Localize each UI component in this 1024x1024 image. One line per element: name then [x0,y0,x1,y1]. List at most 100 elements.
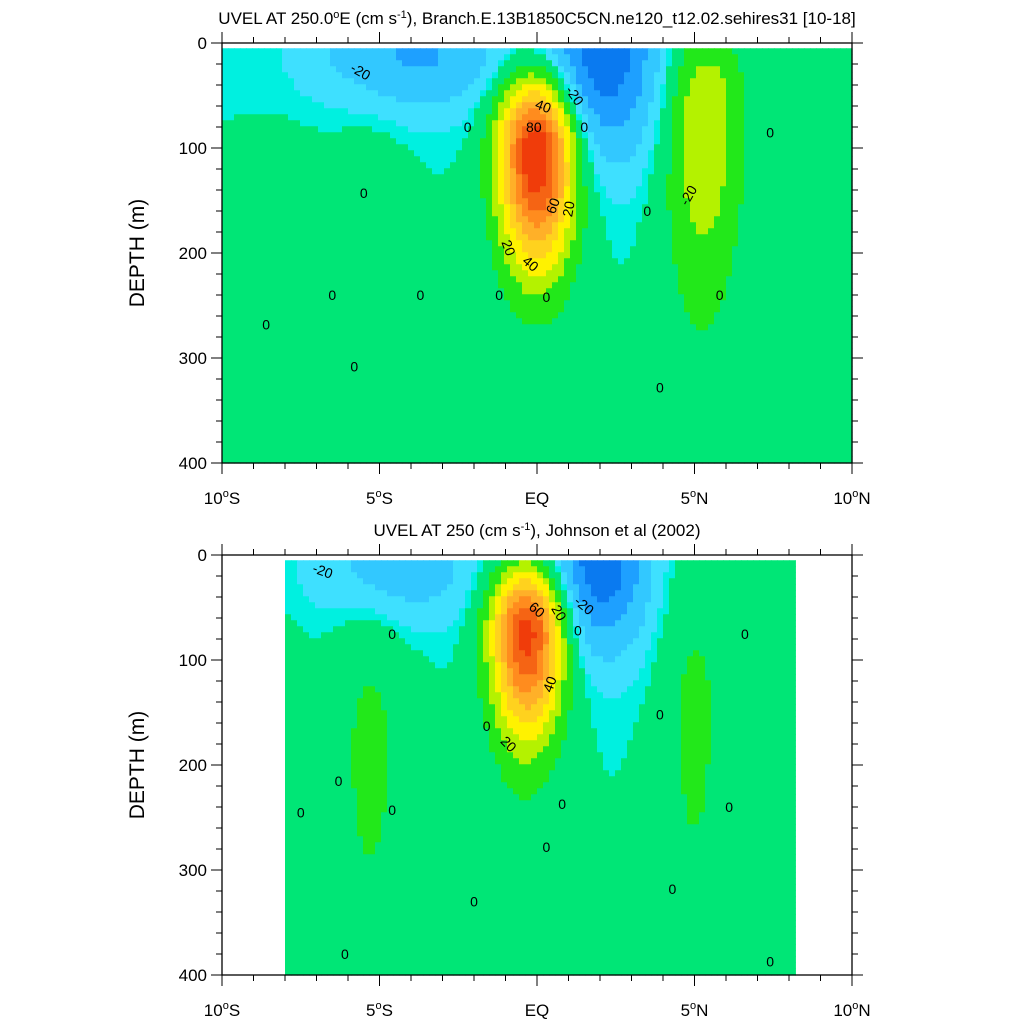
contour-cell [300,354,307,361]
contour-cell [324,144,331,151]
contour-cell [510,120,517,127]
contour-cell [582,432,589,439]
contour-cell [444,156,451,163]
contour-cell [318,90,325,97]
contour-cell [438,456,445,463]
contour-cell [438,450,445,457]
contour-cell [288,144,295,151]
contour-cell [306,372,313,379]
contour-cell [450,444,457,451]
contour-cell [306,174,313,181]
contour-cell [432,354,439,361]
contour-cell [510,294,517,301]
contour-cell [354,90,361,97]
contour-cell [636,162,643,169]
contour-cell [240,252,247,259]
contour-cell [366,318,373,325]
contour-cell [558,306,565,313]
contour-cell [378,336,385,343]
contour-cell [366,444,373,451]
contour-cell [264,246,271,253]
contour-cell [534,456,541,463]
contour-cell [240,426,247,433]
contour-cell [246,432,253,439]
contour-cell [546,258,553,265]
contour-cell [618,408,625,415]
contour-cell [570,258,577,265]
contour-cell [516,276,523,283]
contour-cell [450,156,457,163]
contour-cell [450,300,457,307]
contour-cell [576,396,583,403]
contour-cell [366,450,373,457]
contour-cell [312,432,319,439]
contour-cell [564,396,571,403]
contour-cell [258,402,265,409]
contour-cell [246,150,253,157]
contour-cell [324,252,331,259]
contour-cell [336,210,343,217]
contour-cell [312,210,319,217]
contour-cell [510,204,517,211]
contour-cell [498,396,505,403]
contour-cell [492,84,499,91]
contour-cell [600,84,607,91]
contour-cell [354,150,361,157]
contour-cell [516,90,523,97]
contour-cell [354,294,361,301]
contour-cell [600,408,607,415]
contour-cell [264,354,271,361]
contour-cell [564,366,571,373]
contour-cell [282,420,289,427]
contour-cell [642,276,649,283]
contour-cell [564,210,571,217]
contour-cell [606,396,613,403]
contour-cell [480,126,487,133]
contour-cell [336,132,343,139]
contour-cell [378,426,385,433]
contour-cell [594,414,601,421]
contour-cell [612,144,619,151]
contour-cell [438,348,445,355]
contour-cell [288,132,295,139]
contour-cell [228,444,235,451]
contour-cell [474,114,481,121]
contour-cell [444,48,451,55]
contour-cell [384,156,391,163]
contour-cell [624,402,631,409]
contour-cell [396,216,403,223]
contour-cell [276,450,283,457]
contour-cell [270,210,277,217]
contour-cell [396,228,403,235]
contour-cell [558,312,565,319]
contour-cell [558,216,565,223]
contour-cell [582,90,589,97]
contour-cell [498,192,505,199]
contour-cell [504,372,511,379]
contour-cell [588,300,595,307]
contour-cell [468,102,475,109]
contour-cell [390,276,397,283]
contour-cell [516,96,523,103]
contour-cell [444,132,451,139]
contour-cell [450,372,457,379]
contour-cell [282,114,289,121]
contour-cell [564,216,571,223]
contour-cell [552,294,559,301]
contour-cell [504,132,511,139]
contour-cell [570,378,577,385]
contour-cell [630,450,637,457]
contour-cell [456,210,463,217]
contour-cell [372,336,379,343]
contour-cell [486,198,493,205]
contour-cell [522,372,529,379]
contour-cell [240,168,247,175]
contour-cell [648,186,655,193]
contour-cell [624,426,631,433]
contour-cell [354,60,361,67]
contour-cell [372,84,379,91]
contour-cell [258,258,265,265]
contour-cell [288,354,295,361]
contour-cell [570,84,577,91]
contour-cell [396,48,403,55]
